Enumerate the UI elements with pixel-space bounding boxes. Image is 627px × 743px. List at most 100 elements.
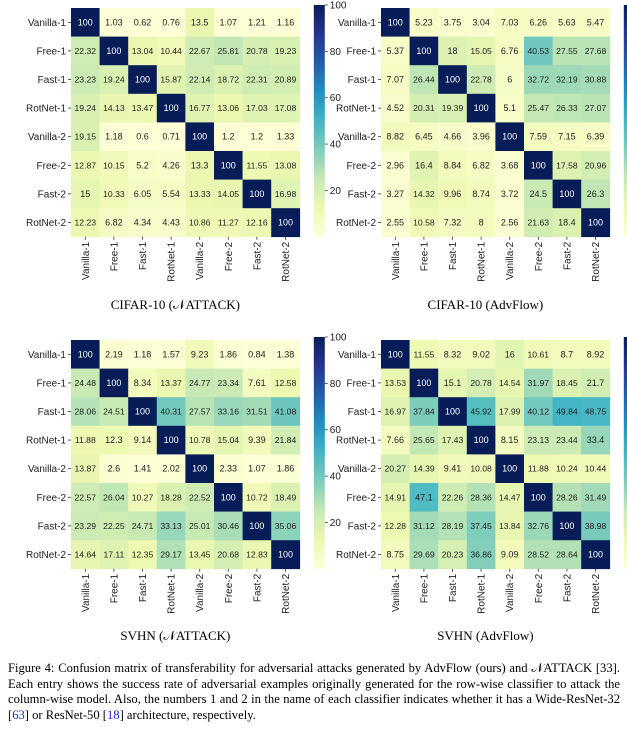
column-label: Vanilla-1 [81, 573, 92, 612]
heatmap-cell [99, 454, 129, 484]
heatmap-cell [185, 454, 215, 484]
heatmap-cell [156, 93, 186, 123]
cell-value: 100 [164, 435, 179, 445]
cell-value: 20.96 [585, 160, 607, 170]
panel-title: CIFAR-10 (𝒩ATTACK) [111, 297, 240, 312]
row-label: Free-1 [347, 378, 377, 389]
column-label: RotNet-1 [477, 241, 488, 281]
column-label: Fast-1 [138, 241, 149, 270]
cell-value: 22.31 [246, 75, 268, 85]
heatmap-cell [552, 483, 582, 512]
heatmap-cell [156, 122, 186, 152]
cell-value: 3.72 [501, 189, 519, 199]
heatmap-cell [581, 397, 611, 427]
cell-value: 4.34 [134, 218, 152, 228]
heatmap-cell [71, 397, 100, 427]
cell-value: 4.66 [444, 132, 462, 142]
cell-value: 26.44 [413, 75, 435, 85]
heatmap-cell [128, 179, 158, 209]
heatmap-cell [466, 454, 496, 484]
heatmap-cell [271, 65, 301, 95]
row-label: Free-2 [347, 161, 377, 172]
row-label: Free-1 [347, 46, 377, 57]
cell-value: 23.23 [75, 75, 97, 85]
heatmap-cell [495, 36, 525, 66]
cell-value: 6.05 [134, 189, 152, 199]
heatmap-panel-4: 100 11.55 8.32 9.02 16 10.61 8.7 8.92 13.53 100 15… [336, 337, 627, 643]
cell-value: 100 [445, 407, 460, 417]
heatmap-cell [438, 454, 468, 484]
heatmap-cell [128, 65, 158, 95]
cell-value: 4.52 [387, 103, 405, 113]
cell-value: 13.45 [189, 550, 211, 560]
heatmap-cell [214, 340, 243, 369]
heatmap-cell [581, 540, 611, 570]
heatmap-cell [214, 36, 243, 66]
heatmap-cell [71, 340, 100, 369]
citation-link[interactable]: 18 [106, 707, 120, 722]
cell-value: 0.62 [134, 17, 152, 27]
heatmap-cell [242, 122, 272, 152]
cell-value: 10.44 [585, 464, 607, 474]
cell-value: 23.34 [218, 378, 240, 388]
cell-value: 22.52 [189, 492, 211, 502]
heatmap-cell [466, 93, 496, 123]
cell-value: 11.27 [218, 218, 239, 228]
heatmap-cell [185, 340, 215, 369]
heatmap-cell [495, 483, 525, 512]
cell-value: 11.88 [75, 435, 96, 445]
cell-value: 15.05 [470, 46, 492, 56]
cell-value: 1.57 [162, 349, 180, 359]
citation-link[interactable]: 63 [12, 707, 25, 722]
column-label: Fast-2 [562, 241, 573, 270]
heatmap-cell [495, 179, 525, 209]
cell-value: 11.55 [413, 349, 434, 359]
cell-value: 26.04 [103, 492, 125, 502]
cell-value: 100 [106, 46, 121, 56]
heatmap-cell [524, 93, 553, 123]
heatmap-cell [128, 36, 158, 66]
heatmap-cell [466, 65, 496, 95]
cell-value: 100 [588, 550, 603, 560]
cell-value: 8.15 [501, 435, 519, 445]
heatmap-cell [71, 8, 100, 37]
column-label: Free-1 [109, 241, 120, 271]
heatmap-cell [271, 368, 301, 398]
cell-value: 12.16 [246, 218, 268, 228]
heatmap-cell [156, 8, 186, 37]
heatmap-cell [409, 208, 439, 238]
cell-value: 19.39 [442, 103, 464, 113]
cell-value: 36.86 [470, 550, 492, 560]
heatmap-cell [99, 208, 129, 238]
cell-value: 40.31 [160, 407, 182, 417]
heatmap-cell [495, 397, 525, 427]
heatmap-cell [242, 397, 272, 427]
heatmap-cell [409, 8, 439, 37]
cell-value: 6 [507, 75, 512, 85]
cell-value: 22.57 [75, 492, 97, 502]
heatmap-cell [524, 483, 553, 512]
heatmap-cell [466, 368, 496, 398]
cell-value: 13.87 [75, 464, 97, 474]
cell-value: 6.39 [587, 132, 605, 142]
cell-value: 13.37 [160, 378, 182, 388]
row-label: RotNet-2 [26, 218, 66, 229]
cell-value: 28.52 [528, 550, 550, 560]
heatmap-cell [552, 179, 582, 209]
cell-value: 100 [221, 492, 236, 502]
cell-value: 22.32 [75, 46, 97, 56]
heatmap-cell [381, 483, 410, 512]
heatmap-cell [271, 93, 301, 123]
heatmap-cell [524, 65, 553, 95]
column-label: RotNet-1 [167, 573, 178, 613]
cell-value: 32.76 [528, 521, 550, 531]
heatmap-cell [185, 483, 215, 512]
cell-value: 5.63 [558, 17, 576, 27]
caption-text: Figure 4: Confusion matrix of transferab… [8, 661, 620, 722]
column-label: Fast-1 [138, 573, 149, 602]
cell-value: 28.64 [556, 550, 578, 560]
cell-value: 16.77 [189, 103, 211, 113]
cell-value: 100 [135, 407, 150, 417]
cell-value: 8.82 [387, 132, 405, 142]
heatmap-cell [438, 36, 468, 66]
